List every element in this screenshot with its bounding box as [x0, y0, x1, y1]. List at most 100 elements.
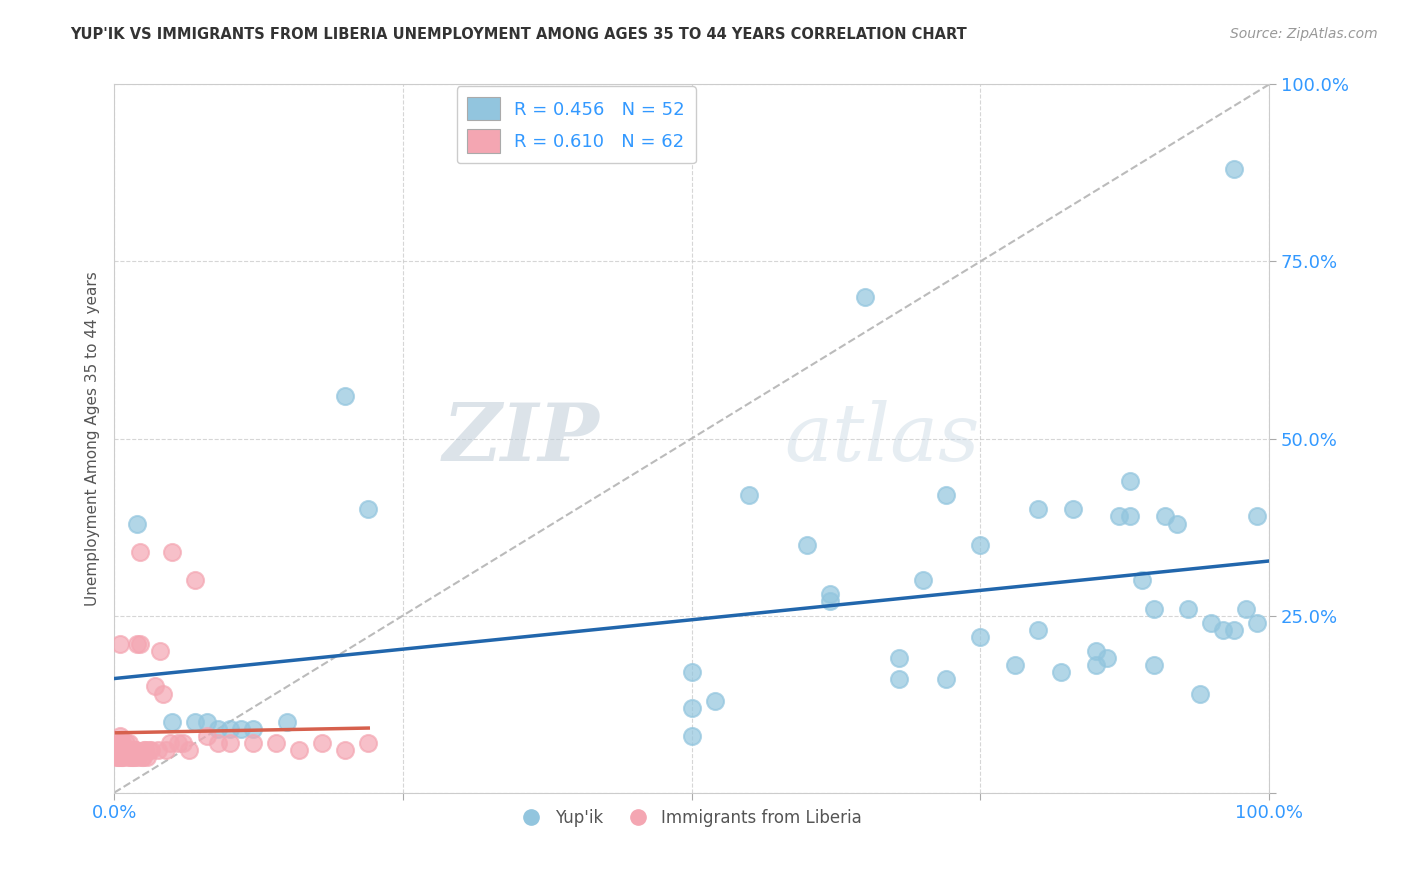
- Point: [1223, 162, 1246, 177]
- Point: [1062, 502, 1084, 516]
- Point: [681, 665, 703, 680]
- Point: [166, 736, 188, 750]
- Point: [818, 594, 841, 608]
- Point: [132, 750, 155, 764]
- Point: [131, 750, 153, 764]
- Point: [911, 573, 934, 587]
- Text: atlas: atlas: [785, 400, 980, 477]
- Point: [114, 736, 136, 750]
- Point: [108, 743, 131, 757]
- Point: [1026, 502, 1049, 516]
- Y-axis label: Unemployment Among Ages 35 to 44 years: Unemployment Among Ages 35 to 44 years: [86, 271, 100, 606]
- Point: [184, 573, 207, 587]
- Point: [108, 729, 131, 743]
- Point: [110, 750, 132, 764]
- Point: [128, 545, 150, 559]
- Point: [149, 644, 172, 658]
- Point: [333, 389, 356, 403]
- Point: [207, 722, 229, 736]
- Point: [1201, 615, 1223, 630]
- Text: ZIP: ZIP: [443, 400, 599, 477]
- Point: [276, 714, 298, 729]
- Point: [218, 736, 240, 750]
- Point: [1234, 601, 1257, 615]
- Point: [818, 587, 841, 601]
- Point: [105, 750, 128, 764]
- Point: [1212, 623, 1234, 637]
- Text: Source: ZipAtlas.com: Source: ZipAtlas.com: [1230, 27, 1378, 41]
- Point: [1246, 615, 1268, 630]
- Point: [1223, 623, 1246, 637]
- Point: [853, 290, 876, 304]
- Point: [107, 736, 129, 750]
- Point: [738, 488, 761, 502]
- Point: [127, 750, 149, 764]
- Point: [135, 750, 157, 764]
- Point: [1177, 601, 1199, 615]
- Point: [311, 736, 333, 750]
- Point: [218, 722, 240, 736]
- Point: [127, 516, 149, 531]
- Point: [935, 488, 957, 502]
- Point: [111, 736, 134, 750]
- Point: [152, 686, 174, 700]
- Point: [128, 637, 150, 651]
- Point: [703, 693, 725, 707]
- Point: [172, 736, 194, 750]
- Point: [179, 743, 201, 757]
- Point: [242, 722, 264, 736]
- Point: [117, 743, 139, 757]
- Point: [969, 630, 991, 644]
- Point: [160, 545, 183, 559]
- Point: [159, 736, 181, 750]
- Point: [108, 743, 131, 757]
- Point: [121, 750, 143, 764]
- Point: [108, 637, 131, 651]
- Point: [889, 673, 911, 687]
- Point: [1084, 658, 1107, 673]
- Point: [195, 729, 218, 743]
- Point: [357, 736, 380, 750]
- Point: [184, 714, 207, 729]
- Point: [155, 743, 177, 757]
- Point: [118, 736, 141, 750]
- Point: [143, 680, 166, 694]
- Point: [1188, 686, 1211, 700]
- Point: [1119, 509, 1142, 524]
- Point: [1142, 601, 1164, 615]
- Point: [889, 651, 911, 665]
- Point: [112, 743, 135, 757]
- Point: [107, 750, 129, 764]
- Point: [1130, 573, 1153, 587]
- Point: [1166, 516, 1188, 531]
- Point: [122, 743, 145, 757]
- Point: [114, 743, 136, 757]
- Point: [1154, 509, 1177, 524]
- Point: [108, 750, 131, 764]
- Point: [1097, 651, 1119, 665]
- Point: [242, 736, 264, 750]
- Point: [114, 743, 136, 757]
- Point: [288, 743, 311, 757]
- Point: [110, 736, 132, 750]
- Point: [117, 750, 139, 764]
- Point: [134, 743, 156, 757]
- Point: [231, 722, 253, 736]
- Point: [1084, 644, 1107, 658]
- Point: [681, 729, 703, 743]
- Point: [1026, 623, 1049, 637]
- Point: [207, 736, 229, 750]
- Legend: Yup'ik, Immigrants from Liberia: Yup'ik, Immigrants from Liberia: [515, 803, 869, 834]
- Point: [146, 743, 169, 757]
- Point: [134, 743, 156, 757]
- Point: [1050, 665, 1073, 680]
- Point: [124, 743, 146, 757]
- Point: [124, 750, 146, 764]
- Point: [121, 750, 143, 764]
- Point: [1108, 509, 1130, 524]
- Point: [105, 743, 128, 757]
- Point: [115, 743, 138, 757]
- Point: [120, 750, 142, 764]
- Point: [112, 750, 135, 764]
- Point: [139, 743, 162, 757]
